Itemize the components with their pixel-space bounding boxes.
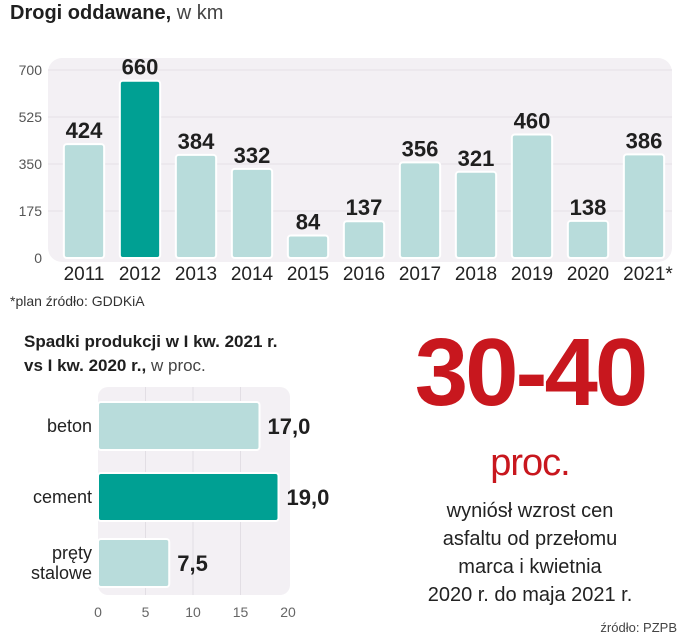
chart1-title: Drogi oddawane, w km — [10, 2, 223, 25]
x-tick-label: 2019 — [511, 264, 553, 285]
callout-unit: proc. — [490, 442, 570, 484]
x-tick-label: 2021* — [623, 264, 673, 285]
bar-value-label: 384 — [178, 129, 215, 154]
y-tick-label: 700 — [19, 62, 43, 78]
x-tick-label: 2017 — [399, 264, 441, 285]
bar — [97, 538, 171, 588]
x-tick-label: 2018 — [455, 264, 497, 285]
production-drop-bar-chart: 0 5 10 15 20 17,0 beton 19,0 cement 7,5 prętystalo… — [31, 387, 330, 620]
bar-value-label: 660 — [122, 55, 159, 80]
category-label: stalowe — [31, 563, 92, 583]
x-tick-label: 10 — [185, 604, 201, 620]
bar-value-label: 84 — [296, 209, 321, 234]
bar — [510, 133, 554, 259]
bar — [454, 170, 498, 259]
callout-number: 30-40 — [414, 319, 649, 426]
bar — [230, 167, 274, 259]
bar — [62, 143, 106, 259]
bar-value-label: 138 — [570, 195, 607, 220]
x-tick-label: 20 — [280, 604, 296, 620]
bar-value-label: 424 — [66, 118, 103, 143]
callout-description-line: wyniósł wzrost cen — [446, 500, 614, 522]
callout-description-line: marca i kwietnia — [458, 556, 602, 578]
callout-description-line: 2020 r. do maja 2021 r. — [427, 584, 633, 606]
x-tick-label: 2020 — [567, 264, 609, 285]
x-tick-label: 5 — [142, 604, 150, 620]
chart2-title: Spadki produkcji w I kw. 2021 r. vs I kw… — [24, 330, 278, 378]
bar-value-label: 137 — [346, 195, 383, 220]
chart2-title-line2: vs I kw. 2020 r., — [24, 356, 147, 375]
x-tick-label: 2012 — [119, 264, 161, 285]
bar — [398, 161, 442, 259]
chart1-title-unit: w km — [176, 2, 224, 24]
bar-value-label: 386 — [626, 128, 663, 153]
x-tick-label: 2015 — [287, 264, 329, 285]
bar — [174, 153, 218, 259]
x-tick-label: 15 — [233, 604, 249, 620]
chart1-source-note: *plan źródło: GDDKiA — [10, 293, 145, 309]
y-tick-label: 350 — [19, 156, 43, 172]
bar-value-label: 17,0 — [268, 414, 311, 439]
bar-value-label: 356 — [402, 136, 439, 161]
x-tick-label: 2014 — [231, 264, 274, 285]
bar — [118, 79, 162, 259]
x-tick-label: 2016 — [343, 264, 385, 285]
bar — [622, 153, 666, 259]
roads-bar-chart: 0 175 350 525 700 424 2011 660 2012 384 2013 332 201… — [19, 55, 674, 285]
chart1-title-bold: Drogi oddawane, — [10, 2, 172, 24]
bar-value-label: 460 — [514, 108, 551, 133]
bar — [342, 220, 386, 260]
bar — [97, 401, 261, 451]
bar-value-label: 332 — [234, 143, 271, 168]
category-label: pręty — [52, 543, 92, 563]
bar — [97, 472, 280, 522]
bar — [566, 219, 610, 260]
bar-value-label: 7,5 — [177, 551, 208, 576]
chart2-title-line1: Spadki produkcji w I kw. 2021 r. — [24, 332, 278, 351]
chart2-title-unit: w proc. — [150, 356, 206, 375]
x-tick-label: 0 — [94, 604, 102, 620]
bar-value-label: 19,0 — [287, 485, 330, 510]
callout-description-line: asfaltu od przełomu — [442, 528, 618, 550]
y-tick-label: 0 — [34, 250, 42, 266]
x-tick-label: 2013 — [175, 264, 217, 285]
y-tick-label: 525 — [19, 109, 43, 125]
callout-description: wyniósł wzrost cen asfaltu od przełomu m… — [380, 497, 680, 609]
bar-value-label: 321 — [458, 146, 495, 171]
category-label: cement — [33, 487, 92, 507]
category-label: beton — [47, 416, 92, 436]
bar — [286, 234, 330, 260]
x-tick-label: 2011 — [64, 264, 105, 285]
callout-source: źródło: PZPB — [600, 620, 677, 635]
y-tick-label: 175 — [19, 203, 43, 219]
